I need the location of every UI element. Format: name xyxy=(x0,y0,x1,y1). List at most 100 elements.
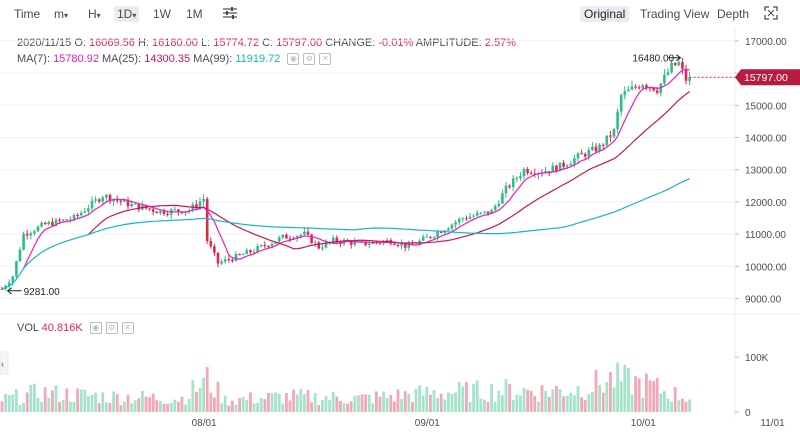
candle xyxy=(591,142,594,152)
candle-body xyxy=(231,259,234,261)
candle-body xyxy=(616,111,619,129)
volume-bar xyxy=(162,403,166,412)
candle-body xyxy=(364,241,367,245)
volume-bar xyxy=(263,399,267,412)
candle xyxy=(601,143,605,151)
candle-body xyxy=(439,231,443,233)
candle xyxy=(281,234,285,240)
hour-dropdown[interactable]: H▾ xyxy=(88,6,101,22)
volume-bar xyxy=(187,398,191,412)
volume-bar xyxy=(220,403,223,412)
view-tradingview-tab[interactable]: Trading View xyxy=(640,7,710,21)
volume-bar xyxy=(191,380,195,412)
chevron-down-icon: ▾ xyxy=(132,11,137,20)
volume-tick-label: 100K xyxy=(745,353,769,364)
candle xyxy=(51,217,54,227)
volume-bar xyxy=(51,390,54,412)
volume-bar xyxy=(40,402,43,412)
volume-bar xyxy=(547,396,551,412)
volume-bar xyxy=(15,389,18,412)
candle-body xyxy=(497,203,501,206)
candle xyxy=(637,85,641,90)
volume-tick-label: 0 xyxy=(745,408,751,419)
volume-bar xyxy=(612,387,616,412)
interval-1m-button[interactable]: 1M xyxy=(186,7,203,21)
candle-body xyxy=(249,250,252,253)
candle xyxy=(87,204,90,216)
volume-bar xyxy=(159,401,162,412)
close-icon[interactable]: ✕ xyxy=(121,322,134,335)
interval-1d-dropdown[interactable]: 1D▾ xyxy=(114,6,140,22)
volume-bar xyxy=(227,405,231,412)
candle xyxy=(119,200,123,206)
volume-bar xyxy=(353,395,357,412)
candle xyxy=(511,174,515,192)
eye-icon[interactable]: ◉ xyxy=(287,53,300,66)
candle-body xyxy=(87,208,90,212)
candle xyxy=(141,201,144,211)
view-depth-tab[interactable]: Depth xyxy=(717,7,750,21)
candle-body xyxy=(166,214,169,216)
volume-bar xyxy=(133,400,137,412)
time-button[interactable]: Time xyxy=(14,7,41,21)
minute-label: m xyxy=(54,7,64,21)
volume-bar xyxy=(677,400,681,412)
candle-body xyxy=(281,234,285,238)
close-icon[interactable]: ✕ xyxy=(319,53,332,66)
candle-body xyxy=(353,241,357,245)
candle-body xyxy=(587,149,591,157)
volume-bar xyxy=(101,392,105,412)
volume-bar xyxy=(367,394,371,412)
volume-bar xyxy=(33,383,36,412)
candle-body xyxy=(25,233,29,236)
minute-dropdown[interactable]: m▾ xyxy=(54,6,68,22)
volume-bar xyxy=(209,392,213,412)
ohlc-info: 2020/11/15 O: 16069.56 H: 16180.00 L: 15… xyxy=(17,36,516,50)
volume-bar xyxy=(22,402,25,412)
candle-body xyxy=(220,261,223,264)
interval-1w-button[interactable]: 1W xyxy=(153,7,171,21)
volume-bars xyxy=(0,362,691,412)
candle xyxy=(61,218,65,222)
candle xyxy=(468,212,472,220)
volume-bar xyxy=(439,393,443,412)
candle-body xyxy=(652,87,655,91)
eye-icon[interactable]: ◉ xyxy=(89,322,102,335)
candle-body xyxy=(195,204,198,207)
settings-icon[interactable]: ⚙ xyxy=(303,53,316,66)
settings-icon[interactable]: ⚙ xyxy=(105,322,118,335)
candle xyxy=(421,234,425,242)
volume-bar xyxy=(375,391,378,412)
current-price-tag: 15797.00 xyxy=(689,69,800,86)
volume-bar xyxy=(580,397,583,412)
volume-bar xyxy=(529,391,533,412)
candle-body xyxy=(0,288,4,290)
volume-bar xyxy=(551,389,555,412)
candle-body xyxy=(18,249,22,262)
volume-bar xyxy=(256,403,259,412)
candle-body xyxy=(285,234,288,239)
candle xyxy=(213,243,216,256)
volume-bar xyxy=(303,394,306,412)
ma-info: MA(7): 15780.92 MA(25): 14300.35 MA(99):… xyxy=(17,52,332,66)
candle-body xyxy=(515,178,519,180)
volume-bar xyxy=(277,394,281,412)
volume-bar xyxy=(594,369,598,412)
candle-body xyxy=(69,219,72,221)
fullscreen-icon[interactable] xyxy=(763,5,779,21)
view-original-tab[interactable]: Original xyxy=(580,6,630,22)
volume-bar xyxy=(519,395,522,412)
candle-body xyxy=(655,90,659,93)
candle-body xyxy=(76,215,79,217)
volume-bar xyxy=(331,391,335,412)
settings-sliders-icon[interactable] xyxy=(222,5,238,21)
candle xyxy=(249,249,252,255)
volume-bar xyxy=(468,401,472,412)
volume-bar xyxy=(371,403,375,412)
candle-body xyxy=(547,171,551,173)
candle-body xyxy=(555,165,558,172)
volume-bar xyxy=(295,394,299,412)
candle xyxy=(231,258,234,263)
candle-body xyxy=(475,212,479,216)
